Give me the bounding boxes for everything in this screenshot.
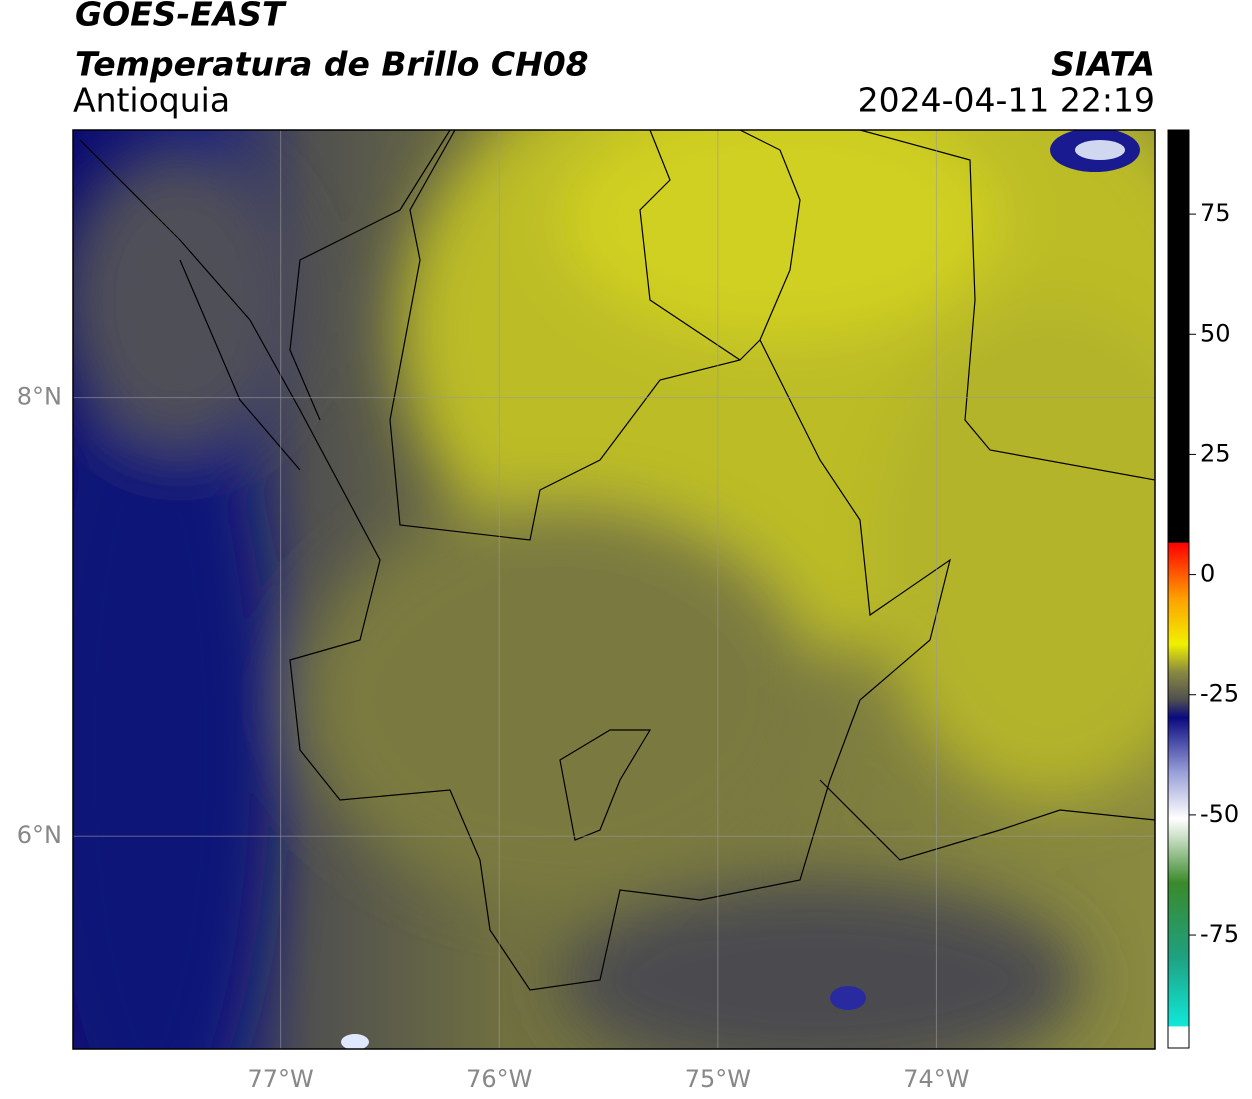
source: SIATA xyxy=(1051,45,1155,84)
lon-tick-label: 75°W xyxy=(685,1065,751,1093)
lat-tick-label: 6°N xyxy=(17,821,62,849)
colorbar-tick-label: 75 xyxy=(1200,199,1231,227)
colorbar-tick-label: -75 xyxy=(1200,920,1239,948)
colorbar xyxy=(1167,129,1190,1049)
lat-tick-label: 8°N xyxy=(17,383,62,411)
colorbar-tick-label: 0 xyxy=(1200,560,1215,588)
colorbar-tick-label: -50 xyxy=(1200,800,1239,828)
lon-tick-label: 77°W xyxy=(248,1065,314,1093)
map-image xyxy=(73,130,1155,1049)
lon-tick-label: 74°W xyxy=(903,1065,969,1093)
map-frame xyxy=(72,129,1156,1050)
datetime: 2024-04-11 22:19 xyxy=(858,81,1155,120)
graticule xyxy=(73,130,1155,1049)
subtitle: Temperatura de Brillo CH08 xyxy=(75,45,589,84)
colorbar-tick-label: 50 xyxy=(1200,319,1231,347)
region: Antioquia xyxy=(73,81,230,120)
lon-tick-label: 76°W xyxy=(466,1065,532,1093)
title: GOES-EAST xyxy=(75,0,287,34)
colorbar-tick-label: 25 xyxy=(1200,439,1231,467)
colorbar-tick-label: -25 xyxy=(1200,680,1239,708)
